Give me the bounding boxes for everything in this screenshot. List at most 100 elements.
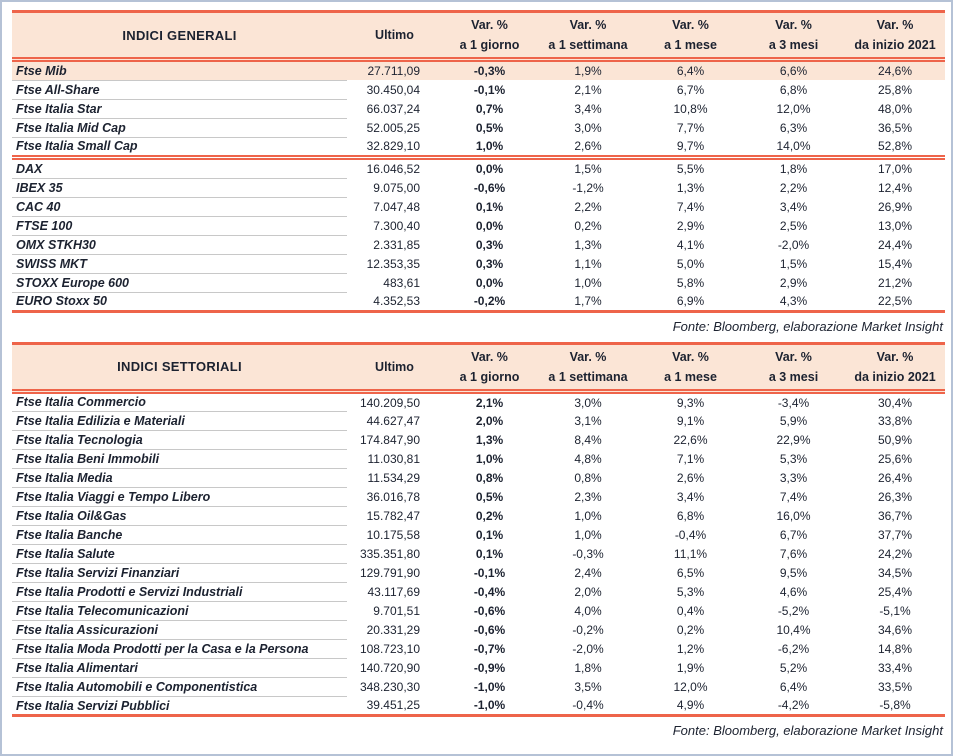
var-1week-cell: -0,4% (572, 698, 604, 713)
col-header-var-3month: Var. % a 3 mesi (742, 343, 845, 390)
col-header-line: a 3 mesi (768, 38, 819, 52)
table-row: FTSE 100 7.300,40 0,0% 0,2% 2,9% 2,5% 13,0% (12, 216, 945, 236)
table-row: Ftse Italia Small Cap 32.829,10 1,0% 2,6% 9,… (12, 137, 945, 156)
table-row: STOXX Europe 600 483,61 0,0% 1,0% 5,8% 2,9% 21… (12, 273, 945, 293)
ultimo-cell: 52.005,25 (366, 120, 420, 135)
index-name-cell: Ftse Italia Salute (12, 544, 347, 564)
ultimo-cell: 66.037,24 (366, 101, 420, 116)
col-header-line: da inizio 2021 (854, 369, 936, 384)
var-3month-cell: 5,3% (779, 452, 808, 466)
var-1month-cell: 9,1% (676, 414, 705, 428)
var-1day-cell: -0,1% (473, 82, 506, 97)
var-1week-cell: 1,3% (574, 237, 602, 252)
var-ytd-cell: 13,0% (877, 218, 913, 233)
var-1day-cell: -1,0% (473, 698, 506, 713)
table-row: Ftse Italia Viaggi e Tempo Libero 36.016,… (12, 487, 945, 507)
var-ytd-cell: -5,1% (879, 604, 911, 618)
index-name-cell: Ftse Italia Commercio (12, 392, 347, 412)
var-1day-cell: -0,4% (473, 585, 506, 599)
var-1day-cell: 2,0% (475, 414, 504, 428)
var-1week-cell: 4,8% (574, 452, 602, 466)
var-1day-cell: 0,8% (475, 471, 504, 485)
var-1day-cell: -0,3% (442, 61, 537, 80)
var-3month-cell: 2,9% (779, 275, 808, 290)
var-1month-cell: 6,7% (676, 82, 705, 97)
index-name-cell: Ftse Italia Banche (12, 525, 347, 545)
index-name-cell: Ftse Italia Automobili e Componentistica (12, 677, 347, 697)
section-divider (12, 155, 945, 160)
col-header-line: a 1 giorno (459, 38, 520, 52)
var-1day-cell: 0,0% (475, 275, 504, 290)
var-1day-cell: 0,1% (475, 528, 504, 542)
col-header-line: Var. % (471, 349, 508, 364)
var-3month-cell: 16,0% (776, 509, 811, 523)
index-name-cell: Ftse Italia Small Cap (16, 139, 138, 154)
var-1week-cell: 2,6% (574, 139, 602, 153)
header-divider (12, 57, 945, 62)
var-3month-cell: -4,2% (777, 698, 810, 713)
col-header-line: a 3 mesi (768, 369, 819, 384)
var-3month-cell: 14,0% (776, 139, 811, 153)
var-1day-cell: 0,7% (475, 101, 504, 116)
col-header-line: da inizio 2021 (854, 38, 936, 52)
var-1week-cell: -0,3% (572, 547, 604, 561)
var-1month-cell: 7,1% (676, 452, 705, 466)
var-ytd-cell: 22,5% (877, 293, 913, 308)
var-1week-cell: 1,0% (574, 528, 602, 542)
var-3month-cell: 1,5% (779, 256, 808, 271)
index-name-cell: Ftse Italia Oil&Gas (12, 506, 347, 526)
var-1day-cell: 0,3% (475, 256, 504, 271)
var-1week-cell: 1,9% (537, 61, 639, 80)
ultimo-cell: 4.352,53 (373, 293, 420, 308)
var-ytd-cell: 12,4% (877, 180, 913, 195)
var-1month-cell: 5,5% (676, 162, 705, 176)
table-row: Ftse Italia Servizi Finanziari 129.791,90… (12, 563, 945, 583)
var-ytd-cell: 50,9% (877, 433, 913, 447)
table-row: Ftse Italia Edilizia e Materiali 44.627,4… (12, 411, 945, 431)
var-ytd-cell: 24,6% (845, 61, 945, 80)
var-3month-cell: 6,6% (742, 61, 845, 80)
col-header-line: Var. % (775, 18, 812, 32)
ultimo-cell: 483,61 (383, 275, 420, 290)
col-header-ultimo: Ultimo (347, 11, 442, 58)
table-row: EURO Stoxx 50 4.352,53 -0,2% 1,7% 6,9% 4,3% 22… (12, 292, 945, 311)
ultimo-cell: 9.075,00 (373, 180, 420, 195)
var-3month-cell: 22,9% (776, 433, 811, 447)
var-1day-cell: 0,0% (475, 218, 504, 233)
index-name-cell: DAX (12, 159, 347, 179)
table-row: SWISS MKT 12.353,35 0,3% 1,1% 5,0% 1,5% 15,4% (12, 254, 945, 274)
table-row: Ftse Italia Mid Cap 52.005,25 0,5% 3,0% 7,7%… (12, 118, 945, 138)
ultimo-cell: 32.829,10 (366, 139, 420, 153)
var-3month-cell: 5,9% (779, 414, 808, 428)
var-1week-cell: 1,0% (574, 509, 602, 523)
index-name-cell: Ftse Italia Prodotti e Servizi Industria… (12, 582, 347, 602)
var-1day-cell: 0,3% (475, 237, 504, 252)
var-1day-cell: -0,6% (473, 604, 506, 618)
col-header-line: Var. % (672, 349, 709, 364)
var-ytd-cell: 52,8% (877, 139, 913, 153)
var-1day-cell: 1,3% (475, 433, 504, 447)
var-1week-cell: 3,1% (574, 414, 602, 428)
var-1day-cell: 0,0% (475, 162, 504, 176)
col-header-line: a 1 mese (664, 38, 717, 52)
indici-settoriali-table: INDICI SETTORIALI Ultimo Var. % a 1 gior… (12, 341, 945, 717)
var-1month-cell: 11,1% (673, 547, 708, 561)
var-ytd-cell: 34,5% (877, 566, 913, 580)
var-3month-cell: 12,0% (776, 101, 811, 116)
table-title: INDICI GENERALI (12, 11, 347, 58)
ultimo-cell: 36.016,78 (366, 490, 420, 504)
var-3month-cell: 6,7% (779, 528, 808, 542)
var-ytd-cell: -5,8% (879, 698, 911, 713)
var-ytd-cell: 15,4% (877, 256, 913, 271)
ultimo-cell: 12.353,35 (366, 256, 420, 271)
var-ytd-cell: 24,4% (877, 237, 913, 252)
source-note: Fonte: Bloomberg, elaborazione Market In… (672, 318, 943, 334)
index-name-cell: Ftse Italia Assicurazioni (12, 620, 347, 640)
var-1month-cell: 1,9% (676, 661, 705, 675)
var-1week-cell: -2,0% (572, 642, 604, 656)
var-1month-cell: 5,3% (676, 585, 705, 599)
ultimo-cell: 44.627,47 (366, 414, 420, 428)
index-name-cell: Ftse Italia Viaggi e Tempo Libero (12, 487, 347, 507)
var-ytd-cell: 26,3% (877, 490, 913, 504)
ultimo-cell: 2.331,85 (373, 237, 420, 252)
